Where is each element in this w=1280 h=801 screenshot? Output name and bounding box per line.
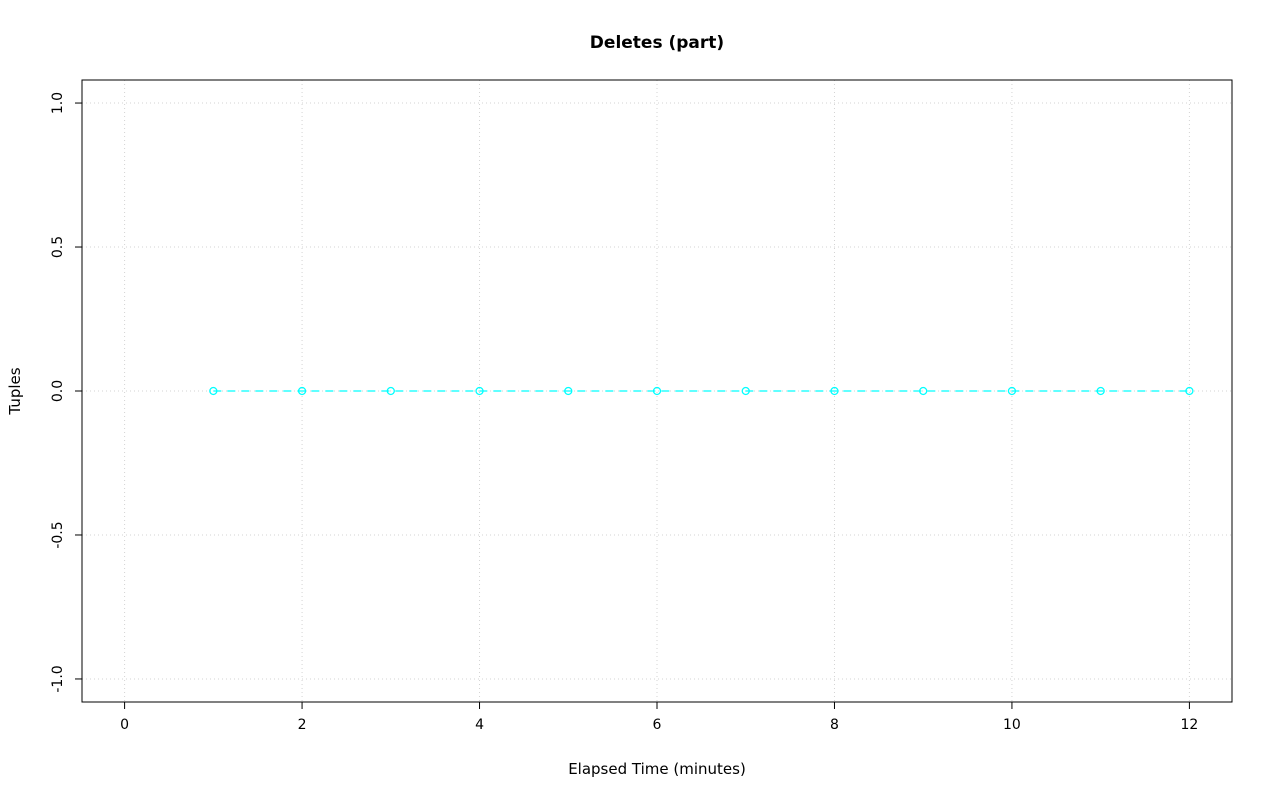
data-point bbox=[475, 386, 484, 396]
data-point bbox=[741, 386, 750, 396]
y-axis-label: Tuples bbox=[6, 367, 24, 415]
x-tick-label: 6 bbox=[653, 717, 662, 733]
x-axis-label: Elapsed Time (minutes) bbox=[568, 760, 746, 778]
chart-title: Deletes (part) bbox=[590, 33, 724, 53]
y-tick-label: 1.0 bbox=[50, 92, 66, 114]
x-tick-label: 0 bbox=[120, 717, 129, 733]
x-tick-label: 2 bbox=[298, 717, 307, 733]
x-tick-label: 10 bbox=[1003, 717, 1021, 733]
data-point bbox=[830, 386, 839, 396]
data-point bbox=[386, 386, 395, 396]
x-tick-label: 12 bbox=[1180, 717, 1198, 733]
y-tick-label: 0.5 bbox=[50, 236, 66, 258]
y-tick-label: 0.0 bbox=[50, 380, 66, 402]
data-point bbox=[209, 386, 218, 396]
x-tick-label: 4 bbox=[475, 717, 484, 733]
x-axis: 0 2 4 6 8 10 12 bbox=[120, 702, 1198, 733]
data-point bbox=[652, 386, 662, 396]
y-axis: -1.0 -0.5 0.0 0.5 1.0 bbox=[50, 92, 82, 693]
y-tick-label: -1.0 bbox=[50, 665, 66, 692]
data-point bbox=[564, 386, 573, 396]
data-series bbox=[209, 386, 1194, 396]
data-point bbox=[919, 386, 928, 396]
data-point bbox=[1096, 386, 1105, 396]
data-point bbox=[297, 386, 307, 396]
x-tick-label: 8 bbox=[830, 717, 839, 733]
y-tick-label: -0.5 bbox=[50, 521, 66, 548]
data-point bbox=[1185, 386, 1194, 396]
data-point bbox=[1007, 386, 1017, 396]
